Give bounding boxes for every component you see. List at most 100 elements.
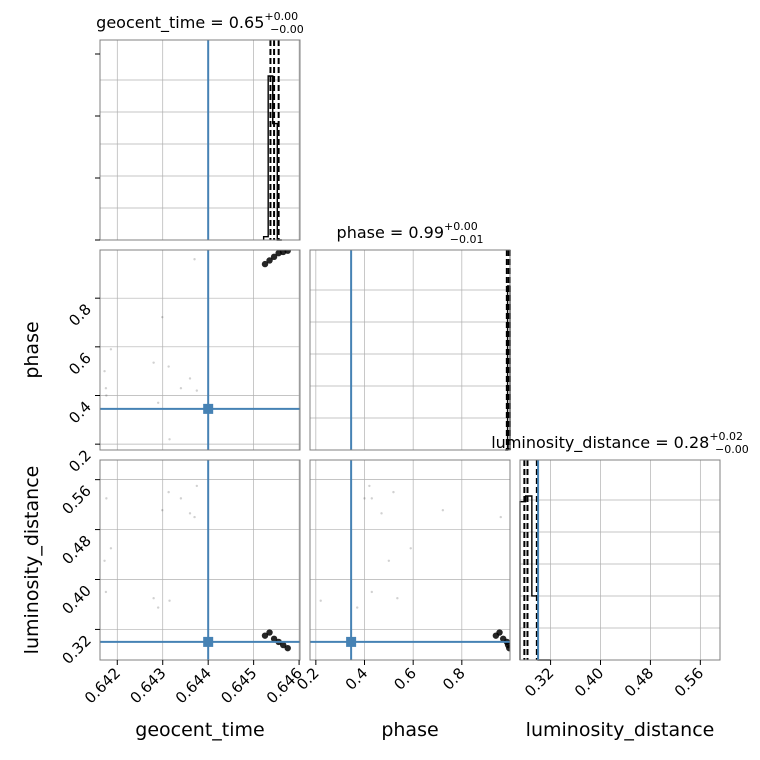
samples-geocent_time-vs-luminosity_distance	[103, 484, 291, 652]
samples-phase-vs-luminosity_distance	[319, 484, 510, 652]
sample-point-geocent_time-vs-luminosity_distance-15	[270, 635, 278, 642]
sample-point-phase-vs-luminosity_distance-12	[499, 515, 502, 519]
panel-title-upper-phase: +0.00	[444, 220, 478, 233]
sample-point-geocent_time-vs-luminosity_distance-6	[156, 606, 160, 609]
sample-point-geocent_time-vs-phase-7	[168, 438, 171, 441]
panel-title-geocent_time: geocent_time = 0.65+0.00 −0.00	[96, 10, 304, 36]
samples-geocent_time-vs-phase	[103, 250, 291, 441]
sample-point-geocent_time-vs-luminosity_distance-17	[279, 641, 287, 649]
panel-frame-phase-vs-luminosity_distance	[309, 459, 511, 661]
sample-point-geocent_time-vs-luminosity_distance-8	[167, 490, 170, 494]
panel-title-lower-geocent_time: −0.00	[270, 23, 304, 36]
sample-point-geocent_time-vs-phase-14	[266, 257, 273, 264]
sample-point-geocent_time-vs-luminosity_distance-1	[103, 559, 106, 562]
sample-point-geocent_time-vs-luminosity_distance-13	[261, 632, 269, 639]
sample-point-geocent_time-vs-luminosity_distance-10	[188, 512, 192, 515]
sample-point-phase-vs-luminosity_distance-9	[370, 497, 374, 500]
ytick-label-luminosity_distance-1: 0.40	[58, 582, 94, 618]
sample-point-geocent_time-vs-phase-2	[104, 386, 108, 390]
sample-point-geocent_time-vs-phase-18	[284, 250, 291, 254]
panel-title-value-geocent_time: geocent_time = 0.65	[96, 13, 264, 33]
sample-point-geocent_time-vs-phase-13	[261, 260, 269, 268]
text-layer: 0.20.40.60.80.642 0.643 0.644 0.645 0.6460.3…	[21, 10, 749, 741]
sample-point-geocent_time-vs-luminosity_distance-14	[266, 629, 273, 636]
sample-point-geocent_time-vs-phase-10	[188, 377, 192, 380]
sample-point-geocent_time-vs-phase-11	[195, 389, 199, 392]
sample-point-geocent_time-vs-luminosity_distance-9	[179, 497, 183, 500]
sample-point-phase-vs-luminosity_distance-8	[392, 490, 395, 494]
xtick-label-phase-1: 0.4	[342, 664, 372, 694]
grid-layer	[100, 40, 720, 660]
sample-point-geocent_time-vs-luminosity_distance-2	[104, 590, 108, 594]
xtick-label-geocent_time-1: 0.643	[126, 664, 169, 707]
sample-point-geocent_time-vs-luminosity_distance-12	[193, 515, 196, 519]
panel-title-luminosity_distance: luminosity_distance = 0.28+0.02 −0.00	[491, 430, 749, 456]
sample-point-geocent_time-vs-luminosity_distance-7	[168, 599, 171, 602]
y-axis-label-phase: phase	[21, 321, 43, 378]
ytick-label-phase-0: 0.2	[65, 446, 95, 476]
ytick-label-luminosity_distance-0: 0.32	[58, 632, 94, 668]
histogram-geocent_time	[262, 75, 282, 241]
ytick-label-phase-2: 0.6	[65, 349, 95, 379]
panel-title-upper-geocent_time: +0.00	[264, 10, 298, 23]
sample-point-geocent_time-vs-phase-6	[156, 401, 160, 404]
sample-point-phase-vs-luminosity_distance-6	[356, 606, 359, 609]
sample-point-phase-vs-luminosity_distance-7	[319, 599, 322, 602]
ytick-label-phase-1: 0.4	[65, 398, 95, 428]
panel-frame-geocent_time-vs-luminosity_distance	[99, 459, 301, 661]
panel-title-lower-phase: −0.01	[450, 233, 484, 246]
x-axis-label-phase: phase	[381, 719, 438, 741]
xtick-label-luminosity_distance-2: 0.48	[621, 664, 657, 700]
x-axis-label-luminosity_distance: luminosity_distance	[526, 719, 715, 741]
sample-point-geocent_time-vs-luminosity_distance-0	[109, 547, 113, 550]
panel-title-value-phase: phase = 0.99	[337, 223, 444, 242]
sample-point-phase-vs-luminosity_distance-1	[387, 559, 391, 562]
sample-point-geocent_time-vs-phase-3	[105, 394, 108, 397]
sample-point-geocent_time-vs-phase-9	[179, 386, 183, 390]
sample-point-geocent_time-vs-luminosity_distance-4	[161, 509, 164, 512]
sample-point-geocent_time-vs-phase-12	[193, 258, 196, 261]
xtick-label-geocent_time-0: 0.642	[81, 664, 124, 707]
sample-point-geocent_time-vs-luminosity_distance-18	[284, 644, 291, 652]
sample-point-phase-vs-luminosity_distance-11	[368, 484, 371, 488]
sample-point-phase-vs-luminosity_distance-4	[441, 509, 445, 512]
frame-layer	[95, 39, 721, 665]
panel-title-lower-luminosity_distance: −0.00	[715, 443, 749, 456]
panel-frame-geocent_time-vs-geocent_time	[99, 39, 301, 241]
xtick-label-geocent_time-3: 0.645	[217, 664, 260, 707]
xtick-label-luminosity_distance-0: 0.32	[521, 664, 557, 700]
ytick-label-luminosity_distance-3: 0.56	[58, 482, 94, 518]
sample-point-phase-vs-luminosity_distance-14	[496, 629, 503, 636]
y-axis-label-luminosity_distance: luminosity_distance	[21, 466, 43, 655]
sample-point-geocent_time-vs-luminosity_distance-3	[105, 497, 108, 500]
ytick-label-luminosity_distance-2: 0.48	[58, 532, 94, 568]
sample-point-geocent_time-vs-phase-8	[167, 365, 170, 368]
panel-frame-luminosity_distance-vs-luminosity_distance	[519, 459, 721, 661]
sample-point-geocent_time-vs-phase-5	[152, 361, 155, 364]
sample-point-phase-vs-luminosity_distance-0	[409, 547, 412, 550]
sample-point-geocent_time-vs-luminosity_distance-11	[195, 484, 199, 488]
truth-marker-phase-vs-luminosity_distance	[346, 636, 357, 647]
panel-title-phase: phase = 0.99+0.00 −0.01	[337, 220, 484, 246]
xtick-label-phase-3: 0.8	[439, 664, 469, 694]
sample-point-geocent_time-vs-phase-0	[109, 348, 113, 351]
truth-marker-geocent_time-vs-luminosity_distance	[203, 636, 214, 647]
sample-point-phase-vs-luminosity_distance-18	[506, 644, 510, 652]
sample-point-geocent_time-vs-phase-1	[103, 369, 106, 373]
sample-point-geocent_time-vs-luminosity_distance-5	[152, 597, 155, 600]
sample-point-geocent_time-vs-phase-15	[270, 253, 278, 261]
sample-point-phase-vs-luminosity_distance-5	[396, 597, 399, 600]
xtick-label-luminosity_distance-3: 0.56	[671, 664, 707, 700]
xtick-label-luminosity_distance-1: 0.40	[571, 664, 607, 700]
truth-marker-geocent_time-vs-phase	[203, 403, 214, 414]
sample-point-phase-vs-luminosity_distance-2	[370, 590, 374, 594]
ytick-label-phase-3: 0.8	[65, 300, 95, 330]
xtick-label-geocent_time-2: 0.644	[172, 664, 215, 707]
xtick-label-phase-2: 0.6	[390, 664, 420, 694]
panel-frame-geocent_time-vs-phase	[99, 249, 301, 451]
sample-point-geocent_time-vs-phase-4	[161, 315, 164, 319]
x-axis-label-geocent_time: geocent_time	[135, 719, 264, 741]
panel-title-upper-luminosity_distance: +0.02	[709, 430, 743, 443]
sample-point-phase-vs-luminosity_distance-3	[363, 497, 366, 500]
